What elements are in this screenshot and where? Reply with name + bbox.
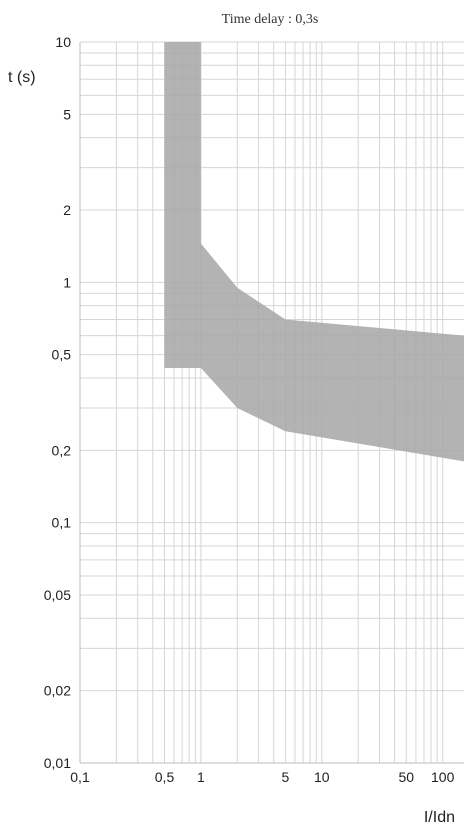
x-tick-label: 0,1	[70, 769, 90, 785]
x-tick-label: 100	[431, 769, 455, 785]
y-tick-label: 0,02	[44, 683, 71, 699]
x-axis-label: I/Idn	[424, 809, 455, 826]
x-tick-label: 1	[197, 769, 205, 785]
y-tick-label: 2	[63, 202, 71, 218]
x-tick-label: 0,5	[155, 769, 175, 785]
y-tick-label: 0,2	[52, 442, 72, 458]
x-tick-label: 10	[314, 769, 330, 785]
x-tick-label: 5	[282, 769, 290, 785]
tick-labels: 0,1 0,5 1 5 10 50 100 0,01 0,02 0,05 0,1 0,2 0,5 1 2 5 1…	[44, 34, 455, 785]
y-tick-label: 1	[63, 274, 71, 290]
y-tick-label: 5	[63, 106, 71, 122]
y-tick-label: 0,5	[52, 347, 72, 363]
y-axis-label: t (s)	[8, 69, 36, 86]
y-tick-label: 0,1	[52, 515, 72, 531]
x-tick-label: 50	[399, 769, 415, 785]
tripping-band	[164, 42, 464, 462]
chart-title: Time delay : 0,3s	[222, 12, 319, 27]
y-tick-label: 0,01	[44, 755, 71, 771]
y-tick-label: 0,05	[44, 587, 71, 603]
y-tick-label: 10	[55, 34, 71, 50]
